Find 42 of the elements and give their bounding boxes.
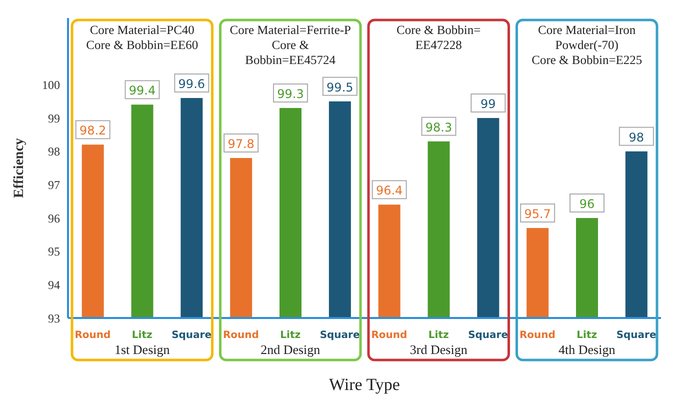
text: 2nd Design bbox=[260, 342, 321, 357]
data-label: 99 bbox=[480, 97, 496, 111]
x-tick-label: Litz bbox=[280, 330, 301, 341]
data-label: 99.6 bbox=[178, 77, 206, 91]
annotation: Core Material=PC40 Core & Bobbin=EE60 bbox=[86, 23, 198, 52]
data-label: 99.5 bbox=[326, 80, 354, 94]
data-label: 95.7 bbox=[524, 207, 551, 221]
data-label: 96 bbox=[579, 197, 595, 211]
x-tick-label: Round bbox=[222, 330, 259, 341]
annotation: Core Material=Ferrite-P Core & Bobbin=EE45724 bbox=[230, 23, 352, 67]
y-tick-label: 95 bbox=[48, 244, 60, 259]
data-label: 98.2 bbox=[79, 124, 106, 138]
data-label: 99.3 bbox=[277, 87, 304, 101]
text: 4th Design bbox=[558, 342, 616, 357]
x-tick-label: Square bbox=[320, 330, 360, 341]
x-tick-label: Square bbox=[616, 330, 656, 341]
y-tick-label: 99 bbox=[48, 111, 60, 126]
annotation: Core & Bobbin= EE47228 bbox=[396, 23, 481, 52]
y-tick-label: 93 bbox=[48, 311, 60, 326]
y-tick-label: 100 bbox=[42, 78, 60, 92]
x-tick-label: Litz bbox=[132, 330, 152, 341]
x-tick-label: Litz bbox=[576, 330, 598, 341]
y-tick-label: 98 bbox=[48, 144, 60, 159]
y-tick-label: 96 bbox=[48, 211, 60, 226]
y-axis-title: Efficiency bbox=[12, 138, 27, 198]
annotation: Core Material=Iron Powder(-70) Core & Bobbin=E225 bbox=[532, 23, 642, 67]
x-tick-label: Litz bbox=[428, 330, 449, 341]
data-label: 96.4 bbox=[376, 184, 403, 198]
data-label: 98.3 bbox=[425, 120, 452, 134]
data-label: 98 bbox=[628, 130, 644, 144]
x-tick-label: Round bbox=[371, 330, 408, 341]
text: 3rd Design bbox=[410, 342, 468, 357]
data-label: 99.4 bbox=[128, 84, 156, 98]
text: 1st Design bbox=[114, 342, 170, 357]
y-tick-label: 94 bbox=[48, 278, 60, 292]
y-tick-label: 97 bbox=[48, 178, 60, 192]
x-tick-label: Square bbox=[172, 330, 212, 341]
x-tick-label: Round bbox=[74, 330, 111, 341]
x-axis-title: Wire Type bbox=[329, 375, 400, 394]
data-label: 97.8 bbox=[228, 137, 254, 151]
x-tick-label: Round bbox=[519, 330, 556, 341]
x-tick-label: Square bbox=[468, 330, 508, 341]
